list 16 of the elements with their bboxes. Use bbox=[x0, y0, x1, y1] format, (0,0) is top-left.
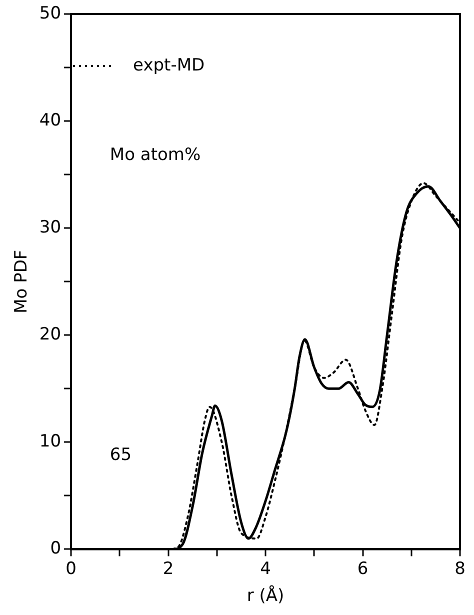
x-tick-label: 0 bbox=[66, 558, 76, 579]
y-tick-label: 40 bbox=[39, 110, 62, 130]
y-tick-label: 20 bbox=[39, 324, 62, 345]
x-tick-label: 8 bbox=[454, 558, 466, 579]
y-tick-label: 50 bbox=[39, 3, 62, 24]
x-tick-label: 4 bbox=[260, 558, 271, 579]
annotation: 65 bbox=[110, 444, 132, 465]
y-axis-title: Mo PDF bbox=[12, 250, 32, 314]
x-tick-label: 2 bbox=[162, 558, 174, 579]
y-tick-label: 30 bbox=[39, 218, 62, 238]
y-tick-label: 10 bbox=[39, 432, 62, 452]
annotation: Mo atom% bbox=[110, 145, 201, 166]
x-axis-title: r (Å) bbox=[246, 585, 284, 606]
legend-label: expt-MD bbox=[133, 55, 205, 76]
y-tick-label: 0 bbox=[50, 538, 62, 559]
x-tick-label: 6 bbox=[357, 558, 368, 579]
